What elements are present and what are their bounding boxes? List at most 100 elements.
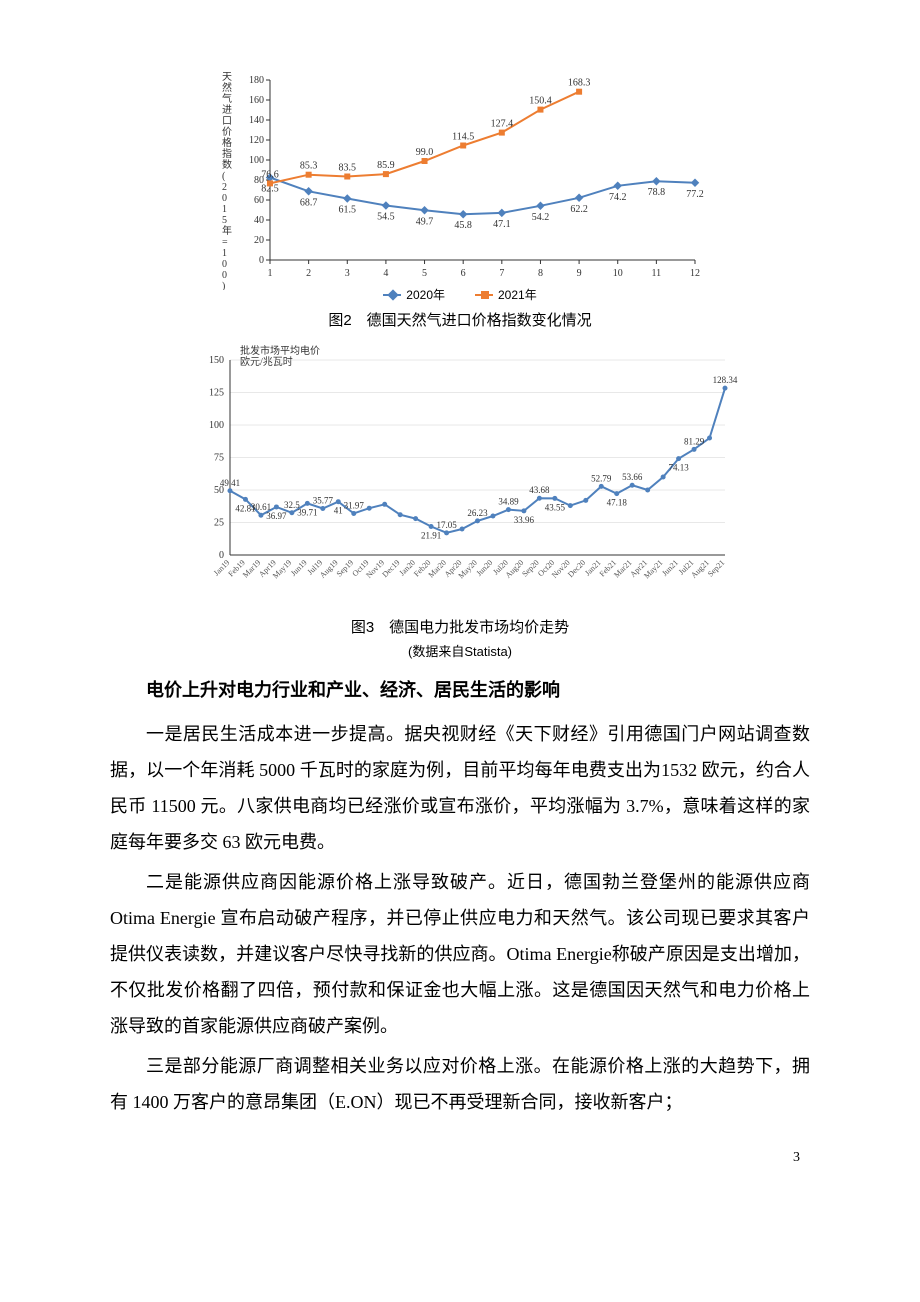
chart-2-container: 天然气进口价格指数(2015年=100)02040608010012014016… [110, 70, 810, 330]
paragraph-2: 二是能源供应商因能源价格上涨导致破产。近日，德国勃兰登堡州的能源供应商 Otim… [110, 864, 810, 1044]
svg-text:Aug20: Aug20 [504, 558, 526, 580]
svg-text:43.55: 43.55 [545, 502, 566, 512]
legend-label: 2020年 [406, 286, 445, 303]
svg-text:49.41: 49.41 [220, 478, 240, 488]
svg-text:49.7: 49.7 [416, 216, 434, 227]
paragraph-1: 一是居民生活成本进一步提高。据央视财经《天下财经》引用德国门户网站调查数据，以一… [110, 716, 810, 860]
svg-text:100: 100 [209, 420, 224, 431]
svg-text:41: 41 [334, 506, 343, 516]
svg-text:6: 6 [461, 268, 466, 279]
page-number: 3 [110, 1150, 810, 1166]
svg-text:114.5: 114.5 [452, 132, 474, 143]
svg-text:74.13: 74.13 [668, 463, 689, 473]
svg-text:8: 8 [538, 268, 543, 279]
svg-text:39.71: 39.71 [297, 507, 317, 517]
svg-text:54.5: 54.5 [377, 212, 395, 223]
svg-text:180: 180 [249, 75, 264, 86]
svg-text:100: 100 [249, 155, 264, 166]
svg-text:Aug21: Aug21 [689, 558, 711, 580]
svg-text:Jun21: Jun21 [660, 558, 680, 578]
svg-text:75: 75 [214, 453, 224, 464]
svg-text:12: 12 [690, 268, 700, 279]
chart-2-caption: 图2 德国天然气进口价格指数变化情况 [110, 309, 810, 330]
svg-text:78.8: 78.8 [648, 187, 666, 198]
svg-text:47.1: 47.1 [493, 219, 511, 230]
chart-3: 批发市场平均电价欧元/兆瓦时0255075100125150Jan19Feb19… [180, 340, 740, 610]
svg-text:Mar20: Mar20 [427, 558, 448, 579]
svg-text:10: 10 [613, 268, 623, 279]
svg-text:31.97: 31.97 [344, 500, 365, 510]
svg-text:77.2: 77.2 [686, 189, 704, 200]
svg-text:76.6: 76.6 [261, 169, 279, 180]
svg-text:120: 120 [249, 135, 264, 146]
svg-text:Dec19: Dec19 [380, 558, 401, 579]
svg-text:欧元/兆瓦时: 欧元/兆瓦时 [240, 356, 293, 368]
chart-3-container: 批发市场平均电价欧元/兆瓦时0255075100125150Jan19Feb19… [110, 340, 810, 660]
chart-3-caption: 图3 德国电力批发市场均价走势 [110, 616, 810, 637]
svg-text:Aug19: Aug19 [318, 558, 340, 580]
svg-text:125: 125 [209, 388, 224, 399]
svg-text:17.05: 17.05 [436, 520, 457, 530]
legend-item-2020: 2020年 [383, 286, 445, 303]
svg-text:33.96: 33.96 [514, 515, 535, 525]
svg-text:11: 11 [652, 268, 662, 279]
svg-text:Sep19: Sep19 [335, 558, 356, 579]
chart-2: 天然气进口价格指数(2015年=100)02040608010012014016… [210, 70, 710, 290]
svg-text:128.34: 128.34 [713, 375, 738, 385]
svg-text:26.23: 26.23 [467, 508, 488, 518]
chart-3-subcaption: (数据来自Statista) [110, 641, 810, 660]
svg-text:Mar19: Mar19 [241, 558, 262, 579]
svg-text:批发市场平均电价: 批发市场平均电价 [240, 344, 320, 357]
svg-text:Mar21: Mar21 [612, 558, 633, 579]
svg-text:54.2: 54.2 [532, 212, 550, 223]
svg-text:2: 2 [306, 268, 311, 279]
legend-label: 2021年 [498, 286, 537, 303]
svg-text:168.3: 168.3 [568, 78, 591, 89]
svg-text:Dec20: Dec20 [566, 558, 587, 579]
svg-text:5: 5 [422, 268, 427, 279]
paragraph-3: 三是部分能源厂商调整相关业务以应对价格上涨。在能源价格上涨的大趋势下，拥有 14… [110, 1048, 810, 1120]
svg-text:68.7: 68.7 [300, 197, 318, 208]
svg-text:61.5: 61.5 [339, 205, 357, 216]
svg-text:4: 4 [383, 268, 388, 279]
svg-text:81.29: 81.29 [684, 436, 705, 446]
chart-2-legend: 2020年 2021年 [110, 286, 810, 303]
svg-text:99.0: 99.0 [416, 147, 434, 158]
svg-text:52.79: 52.79 [591, 473, 612, 483]
svg-text:35.77: 35.77 [313, 495, 334, 505]
svg-text:0: 0 [259, 255, 264, 266]
svg-text:36.97: 36.97 [266, 511, 287, 521]
svg-text:1: 1 [268, 268, 273, 279]
svg-text:9: 9 [577, 268, 582, 279]
svg-text:83.5: 83.5 [339, 163, 357, 174]
document-page: 天然气进口价格指数(2015年=100)02040608010012014016… [0, 0, 920, 1216]
svg-text:85.3: 85.3 [300, 161, 318, 172]
svg-text:150: 150 [209, 355, 224, 366]
svg-text:47.18: 47.18 [607, 498, 628, 508]
legend-item-2021: 2021年 [475, 286, 537, 303]
svg-text:160: 160 [249, 95, 264, 106]
svg-text:Sep20: Sep20 [520, 558, 541, 579]
svg-text:天然气进口价格指数(2015年=100): 天然气进口价格指数(2015年=100) [222, 72, 232, 290]
svg-text:74.2: 74.2 [609, 192, 627, 203]
svg-text:40: 40 [254, 215, 264, 226]
svg-text:25: 25 [214, 518, 224, 529]
svg-text:85.9: 85.9 [377, 160, 395, 171]
svg-text:150.4: 150.4 [529, 96, 552, 107]
svg-text:20: 20 [254, 235, 264, 246]
svg-text:3: 3 [345, 268, 350, 279]
svg-text:53.66: 53.66 [622, 472, 643, 482]
svg-text:60: 60 [254, 195, 264, 206]
svg-text:34.89: 34.89 [498, 497, 519, 507]
svg-text:Jun20: Jun20 [474, 558, 494, 578]
svg-text:21.91: 21.91 [421, 531, 441, 541]
svg-text:Sep21: Sep21 [706, 558, 727, 579]
svg-text:7: 7 [499, 268, 504, 279]
svg-text:Jun19: Jun19 [289, 558, 309, 578]
svg-text:43.68: 43.68 [529, 485, 550, 495]
section-title: 电价上升对电力行业和产业、经济、居民生活的影响 [110, 672, 810, 708]
svg-text:127.4: 127.4 [491, 119, 514, 130]
svg-text:140: 140 [249, 115, 264, 126]
svg-text:62.2: 62.2 [570, 204, 588, 215]
svg-text:45.8: 45.8 [454, 220, 472, 231]
